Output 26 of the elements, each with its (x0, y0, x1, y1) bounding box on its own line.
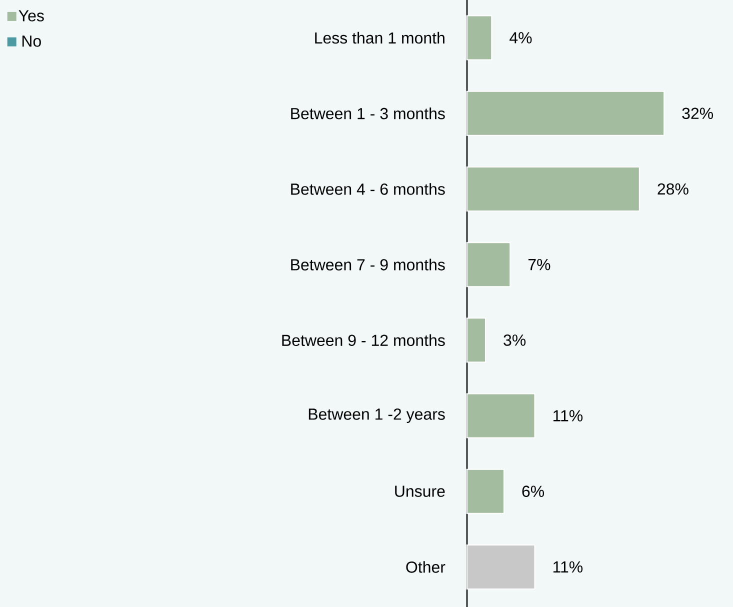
bar (466, 468, 504, 514)
bar (466, 318, 486, 363)
bar (466, 15, 492, 60)
data-label: 28% (658, 183, 688, 195)
bar (466, 393, 536, 438)
bar (466, 90, 665, 136)
data-label: 11% (553, 561, 583, 573)
data-label: 6% (522, 486, 544, 498)
data-label: 4% (510, 32, 532, 44)
y-tick-label: Other (406, 561, 446, 573)
y-tick-label: Between 9 - 12 months (282, 334, 445, 346)
data-label: 7% (528, 258, 550, 270)
bar (466, 544, 536, 590)
data-label: 3% (504, 334, 526, 346)
bar (466, 242, 511, 288)
y-tick-label: Between 7 - 9 months (291, 258, 445, 270)
data-label: 32% (682, 108, 714, 120)
y-tick-label: Between 4 - 6 months (291, 183, 445, 195)
y-tick-label: Unsure (395, 486, 445, 497)
bar (466, 166, 640, 212)
y-tick-label: Between 1 -2 years (308, 408, 445, 424)
y-tick-label: Between 1 - 3 months (291, 108, 445, 120)
y-tick-label: Less than 1 month (315, 32, 444, 44)
legend-label: No (22, 36, 41, 47)
data-label: 11% (553, 410, 583, 422)
legend-label: Yes (18, 10, 44, 22)
